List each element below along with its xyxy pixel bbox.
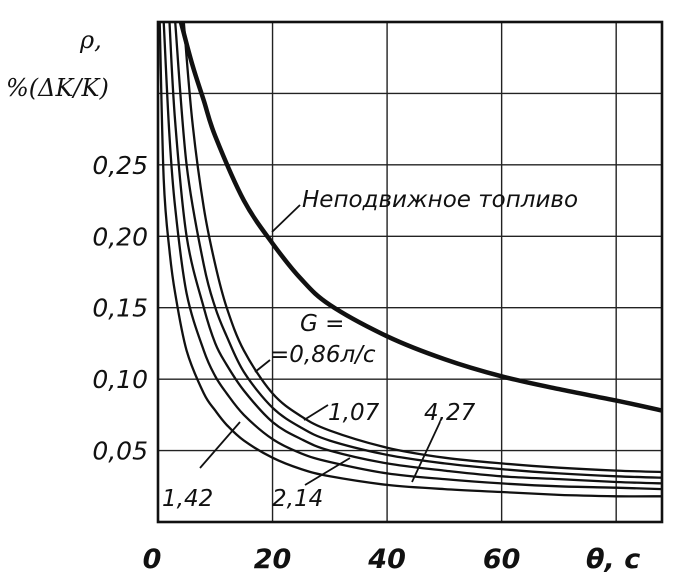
- label-g-142: 1,42: [162, 486, 213, 512]
- y-tick-label: 0,20: [92, 222, 148, 251]
- series-line-g-5: [158, 21, 663, 498]
- x-tick-label: 60: [483, 544, 521, 575]
- plot-frame: [156, 20, 664, 524]
- x-tick-label: 20: [254, 544, 292, 575]
- curves: [158, 21, 663, 498]
- y-tick-label: 0,15: [92, 294, 148, 323]
- leader-g-086: [254, 359, 271, 373]
- label-g-107: 1,07: [328, 400, 380, 426]
- label-g-214: 2,14: [272, 486, 323, 512]
- leader-g-214: [304, 457, 351, 486]
- leader-g-107: [303, 404, 329, 421]
- series-line-fixed-fuel: [178, 21, 663, 413]
- y-tick-label: 0,25: [92, 151, 148, 180]
- label-g-086: =0,86л/с: [270, 342, 376, 368]
- tick-labels: 0,05 0,10 0,15 0,20 0,25 0 20 40 60: [92, 151, 520, 575]
- series-line-g-3: [168, 21, 663, 485]
- y-axis-symbol: ρ,: [79, 26, 102, 54]
- series-line-g-2: [174, 21, 663, 479]
- label-g: G =: [300, 311, 344, 337]
- y-tick-label: 0,10: [92, 365, 148, 394]
- x-tick-label: 0: [143, 544, 162, 575]
- series-line-g-1: [182, 21, 663, 474]
- y-tick-label: 0,05: [92, 437, 148, 466]
- grid: [158, 22, 662, 522]
- leader-fixed-fuel: [271, 204, 301, 233]
- y-axis-unit: %(ΔK/K): [6, 74, 109, 102]
- series-line-g-4: [162, 21, 663, 491]
- x-tick-label: 40: [367, 544, 406, 575]
- leader-g-142: [199, 421, 241, 469]
- label-g-427: 4,27: [424, 400, 476, 426]
- x-axis-label: θ, c: [586, 544, 640, 575]
- label-fixed-fuel: Неподвижное топливо: [302, 187, 578, 213]
- leader-g-427: [411, 421, 441, 483]
